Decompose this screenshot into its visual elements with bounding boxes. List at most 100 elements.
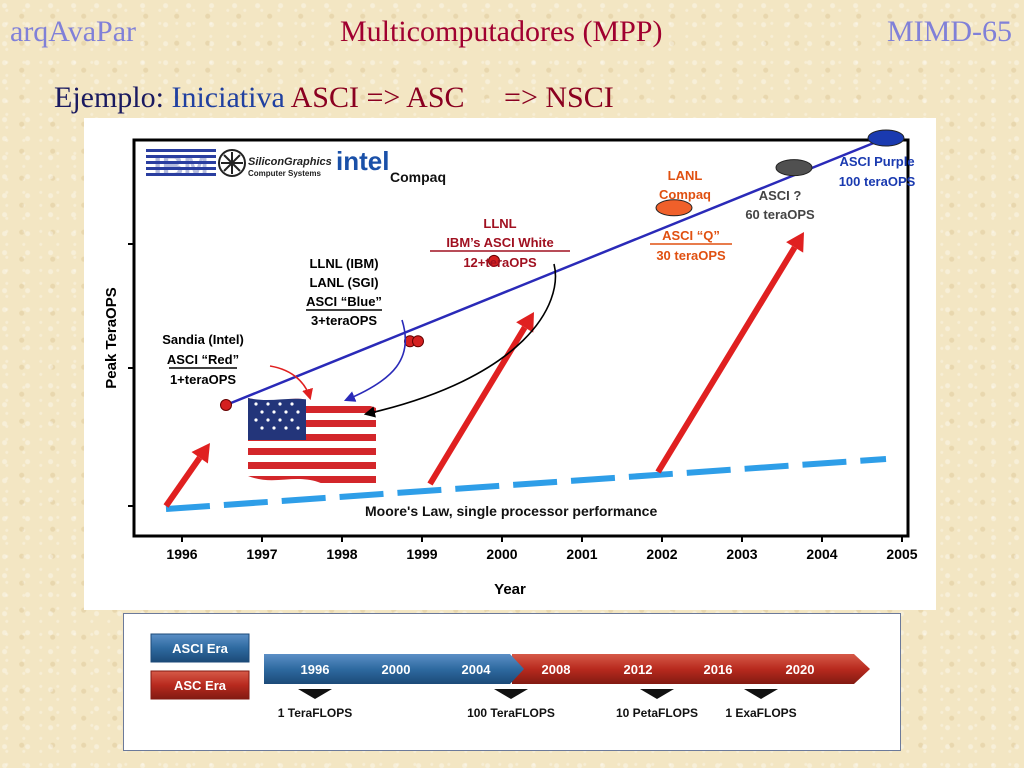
annotation-asci-white: LLNL IBM’s ASCI White 12+teraOPS — [430, 216, 570, 270]
annotation-lanl-compaq: LANL Compaq — [659, 168, 711, 202]
x-tick-label: 2004 — [806, 546, 837, 562]
timeline-year-label: 2000 — [382, 662, 411, 677]
x-tick-label: 1997 — [246, 546, 277, 562]
header-left: arqAvaPar — [10, 15, 137, 48]
svg-text:Computer Systems: Computer Systems — [248, 169, 321, 178]
x-tick-label: 2001 — [566, 546, 597, 562]
y-axis-ticks — [128, 243, 134, 507]
subtitle: Ejemplo: Iniciativa ASCI => ASC => NSCI — [54, 80, 614, 116]
svg-text:Compaq: Compaq — [659, 187, 711, 202]
svg-text:100 teraOPS: 100 teraOPS — [839, 174, 916, 189]
asci-chart: 1996 1997 1998 1999 2000 2001 2002 2003 2004 2005… — [103, 129, 918, 598]
milestone-label: 10 PetaFLOPS — [616, 706, 698, 720]
data-point — [775, 159, 813, 177]
svg-text:ASCI ?: ASCI ? — [759, 188, 802, 203]
timeline-year-label: 2012 — [624, 662, 653, 677]
data-point — [655, 199, 693, 217]
svg-text:LLNL: LLNL — [483, 216, 516, 231]
annotation-asci-q: ASCI “Q” 30 teraOPS — [650, 228, 732, 263]
asci-chart-panel: 1996 1997 1998 1999 2000 2001 2002 2003 2004 2005… — [84, 118, 936, 610]
svg-text:LLNL (IBM): LLNL (IBM) — [309, 256, 378, 271]
milestone-marker — [640, 689, 674, 699]
milestone-label: 1 TeraFLOPS — [278, 706, 352, 720]
era-legend-asc: ASC Era — [150, 670, 250, 700]
subtitle-asc: ASC — [406, 81, 465, 114]
svg-text:SiliconGraphics: SiliconGraphics — [248, 156, 332, 168]
data-point — [220, 399, 232, 411]
data-point — [867, 129, 905, 147]
intel-logo: intel — [336, 146, 389, 176]
svg-text:IBM’s ASCI White: IBM’s ASCI White — [446, 235, 553, 250]
x-tick-label: 2002 — [646, 546, 677, 562]
milestone-label: 100 TeraFLOPS — [467, 706, 555, 720]
roadmap-timeline-panel: ASCI Era ASC Era 1996 2000 2004 2008 2012 201… — [123, 613, 901, 751]
svg-text:ASC Era: ASC Era — [174, 678, 227, 693]
us-flag-icon — [248, 398, 376, 488]
timeline-year-label: 2020 — [786, 662, 815, 677]
x-axis-ticks: 1996 1997 1998 1999 2000 2001 2002 2003 2004 2005 — [166, 536, 918, 562]
slide-title: Multicomputadores (MPP) — [340, 15, 663, 48]
annotation-asci-purple: ASCI Purple 100 teraOPS — [839, 154, 916, 189]
timeline-year-label: 2004 — [462, 662, 492, 677]
annotation-asci-60: ASCI ? 60 teraOPS — [745, 188, 815, 222]
y-axis-label: Peak TeraOPS — [103, 287, 120, 388]
subtitle-asci: ASCI => — [290, 81, 401, 114]
svg-text:LANL: LANL — [668, 168, 703, 183]
svg-text:12+teraOPS: 12+teraOPS — [463, 255, 537, 270]
red-trend-arrowhead — [191, 443, 210, 464]
svg-text:LANL (SGI): LANL (SGI) — [309, 275, 378, 290]
red-trend-arrow — [163, 456, 203, 508]
svg-text:1+teraOPS: 1+teraOPS — [170, 372, 236, 387]
roadmap-timeline: ASCI Era ASC Era 1996 2000 2004 2008 2012 201… — [150, 633, 870, 720]
sgi-logo: SiliconGraphics Computer Systems — [218, 149, 332, 178]
svg-text:ASCI “Blue”: ASCI “Blue” — [306, 294, 382, 309]
callout-arrow-red — [269, 365, 313, 401]
x-tick-label: 2000 — [486, 546, 517, 562]
red-trend-arrowhead — [516, 312, 534, 333]
era-legend-asci: ASCI Era — [150, 633, 250, 663]
svg-text:IBM: IBM — [154, 150, 209, 183]
red-trend-arrowhead — [786, 232, 804, 253]
header-right: MIMD-65 — [887, 15, 1012, 48]
svg-text:30 teraOPS: 30 teraOPS — [656, 248, 726, 263]
x-tick-label: 1996 — [166, 546, 197, 562]
data-point — [412, 335, 424, 348]
annotation-asci-blue: LLNL (IBM) LANL (SGI) ASCI “Blue” 3+tera… — [306, 256, 382, 328]
x-tick-label: 1998 — [326, 546, 357, 562]
data-point — [488, 254, 500, 267]
x-tick-label: 1999 — [406, 546, 437, 562]
subtitle-iniciativa: Iniciativa — [171, 81, 285, 114]
svg-text:ASCI “Red”: ASCI “Red” — [167, 352, 239, 367]
compaq-logo: Compaq — [390, 169, 446, 185]
svg-text:3+teraOPS: 3+teraOPS — [311, 313, 377, 328]
timeline-year-label: 2016 — [704, 662, 733, 677]
red-trend-arrow — [655, 245, 798, 474]
timeline-years: 1996 2000 2004 2008 2012 2016 2020 — [301, 662, 815, 677]
svg-text:60 teraOPS: 60 teraOPS — [745, 207, 815, 222]
plot-area — [132, 138, 910, 538]
subtitle-nsci: => NSCI — [504, 81, 614, 114]
asci-era-band — [264, 654, 524, 684]
svg-text:ASCI Purple: ASCI Purple — [839, 154, 914, 169]
svg-text:Sandia (Intel): Sandia (Intel) — [162, 332, 244, 347]
x-axis-label: Year — [494, 581, 526, 598]
asc-era-band — [512, 654, 870, 684]
svg-text:ASCI “Q”: ASCI “Q” — [662, 228, 720, 243]
vendor-logos: IBM SiliconGraphics Computer Systems int… — [146, 146, 446, 185]
moores-law-label: Moore's Law, single processor performanc… — [365, 503, 657, 519]
milestone-label: 1 ExaFLOPS — [725, 706, 796, 720]
milestone-marker — [744, 689, 778, 699]
timeline-milestones: 1 TeraFLOPS 100 TeraFLOPS 10 PetaFLOPS 1 Ex… — [278, 689, 797, 720]
milestone-marker — [298, 689, 332, 699]
x-tick-label: 2005 — [886, 546, 917, 562]
callout-arrow-black — [363, 263, 557, 418]
x-tick-label: 2003 — [726, 546, 757, 562]
milestone-marker — [494, 689, 528, 699]
ibm-logo: IBM — [146, 149, 216, 183]
callout-arrow-blue — [343, 319, 407, 402]
annotation-asci-red: Sandia (Intel) ASCI “Red” 1+teraOPS — [162, 332, 244, 387]
timeline-year-label: 2008 — [542, 662, 571, 677]
moores-law-line — [165, 456, 887, 512]
subtitle-label: Ejemplo: — [54, 81, 164, 114]
svg-text:ASCI Era: ASCI Era — [172, 641, 228, 656]
